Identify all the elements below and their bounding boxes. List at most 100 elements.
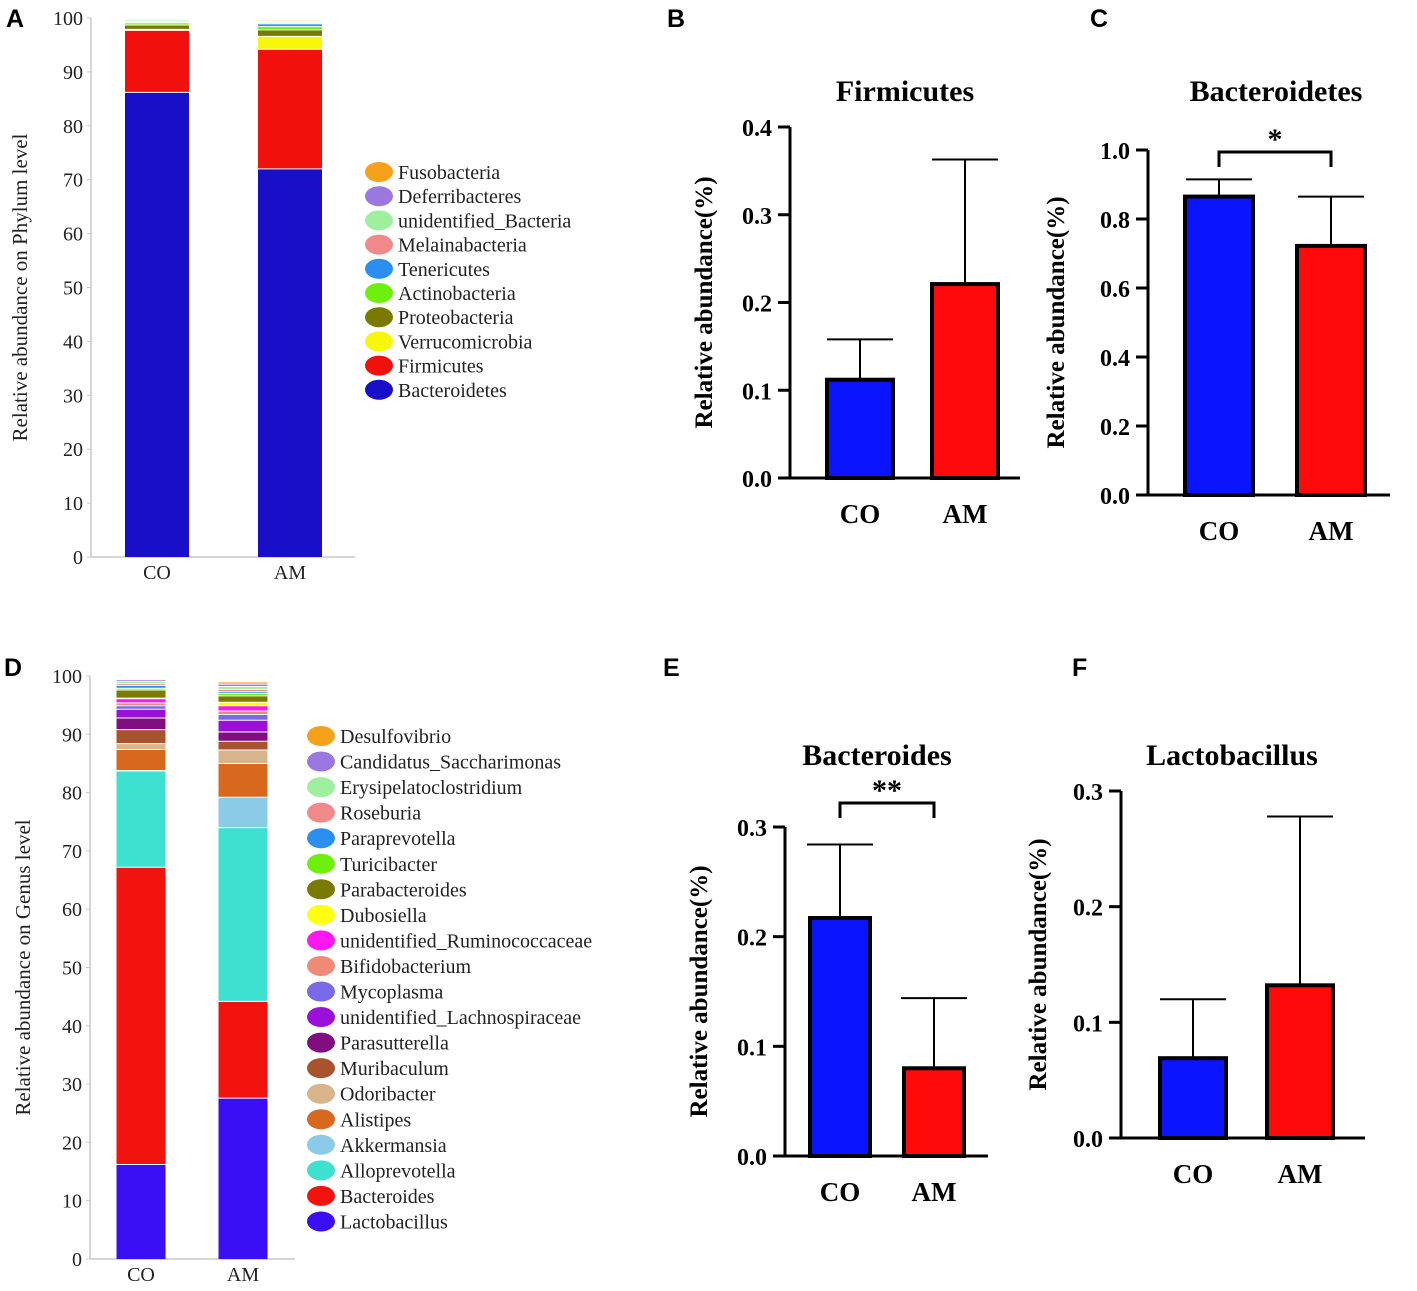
x-tick-label-am: AM xyxy=(227,1264,259,1286)
legend-label-erysipelatoclostridium: Erysipelatoclostridium xyxy=(340,777,523,799)
y-tick-label: 0.1 xyxy=(737,1035,767,1061)
bar-segment-co-parabacteroides xyxy=(116,689,166,699)
y-tick-label: 0.0 xyxy=(737,1145,767,1171)
legend-swatch-candidatus-saccharimonas xyxy=(307,751,335,772)
panel-letter-c: C xyxy=(1090,5,1108,33)
y-tick-label: 0.6 xyxy=(1100,277,1130,303)
bar-segment-am-bifidobacterium xyxy=(218,710,268,715)
y-tick-label: 0.3 xyxy=(742,204,772,230)
chart-title: Lactobacillus xyxy=(1146,739,1318,772)
y-tick-label: 20 xyxy=(63,439,83,461)
bar-segment-am-candidatus-saccharimonas xyxy=(218,684,268,687)
bar-segment-am-actinobacteria xyxy=(258,26,322,30)
bar-segment-am-unidentified-lachnospiraceae xyxy=(218,720,268,732)
bar-am xyxy=(1295,243,1367,497)
y-tick-label: 10 xyxy=(62,1191,82,1213)
panel-letter-f: F xyxy=(1072,654,1087,682)
significance-bracket xyxy=(838,801,936,818)
bar-am xyxy=(930,282,1000,481)
legend-label-tenericutes: Tenericutes xyxy=(398,259,490,281)
y-axis-title: Relative abundance on Phylum level xyxy=(8,133,32,441)
legend-label-fusobacteria: Fusobacteria xyxy=(398,162,500,184)
panel-D: D 0 10 20 30 40 50 60 70 80 90 100 Relative abundan… xyxy=(4,654,592,1286)
significance-label: ** xyxy=(872,774,902,807)
legend-swatch-alloprevotella xyxy=(307,1160,335,1181)
legend-label-candidatus-saccharimonas: Candidatus_Saccharimonas xyxy=(340,752,561,774)
legend-swatch-alistipes xyxy=(307,1109,335,1130)
bar-segment-co-bifidobacterium xyxy=(116,702,166,706)
panel-letter-d: D xyxy=(4,654,22,682)
legend-swatch-muribaculum xyxy=(307,1058,335,1079)
bar-segment-am-unidentified-ruminococcaceae xyxy=(218,705,268,711)
y-tick-label: 1.0 xyxy=(1100,139,1130,165)
bar-segment-am-tenericutes xyxy=(258,23,322,27)
y-tick-label: 10 xyxy=(63,493,83,515)
bar-segment-co-erysipelatoclostridium xyxy=(116,681,166,684)
x-tick-label-co: CO xyxy=(127,1264,155,1286)
y-tick-label: 0.4 xyxy=(1100,346,1130,372)
legend-label-verrucomicrobia: Verrucomicrobia xyxy=(398,331,533,353)
bar-segment-am-odoribacter xyxy=(218,750,268,764)
y-tick-label: 0.4 xyxy=(742,116,772,142)
legend-label-alloprevotella: Alloprevotella xyxy=(340,1160,456,1182)
y-tick-label: 100 xyxy=(52,666,82,688)
bar-segment-co-roseburia xyxy=(116,683,166,686)
legend-label-melainabacteria: Melainabacteria xyxy=(398,235,527,257)
legend-label-bifidobacterium: Bifidobacterium xyxy=(340,956,472,978)
y-tick-label: 100 xyxy=(53,8,83,30)
legend-swatch-turicibacter xyxy=(307,853,335,874)
significance-bracket xyxy=(1217,150,1333,167)
chart-title: Bacteroides xyxy=(802,739,951,772)
legend-swatch-actinobacteria xyxy=(365,283,393,303)
legend-swatch-paraprevotella xyxy=(307,828,335,849)
significance-label: * xyxy=(1268,123,1283,156)
y-tick-label: 0.2 xyxy=(1073,896,1103,922)
bar-co xyxy=(825,377,895,480)
legend-label-turicibacter: Turicibacter xyxy=(340,854,437,876)
legend-label-lactobacillus: Lactobacillus xyxy=(340,1211,448,1233)
x-tick-label-co: CO xyxy=(820,1177,861,1207)
bar-segment-co-actinobacteria xyxy=(125,22,189,26)
y-axis-title: Relative abundance(%) xyxy=(1025,838,1052,1090)
bar-segment-am-alistipes xyxy=(218,763,268,798)
y-tick-label: 40 xyxy=(62,1016,82,1038)
bar-segment-co-bacteroides xyxy=(116,867,166,1165)
panel-E: E Bacteroides 0.0 0.1 0.2 0.3 Relative abunda… xyxy=(663,654,988,1207)
bar-segment-am-mycoplasma xyxy=(218,714,268,721)
legend-label-parabacteroides: Parabacteroides xyxy=(340,879,467,901)
legend-label-bacteroides: Bacteroides xyxy=(340,1186,435,1208)
y-tick-label: 0 xyxy=(72,1249,82,1271)
bar-segment-am-erysipelatoclostridium xyxy=(218,686,268,690)
y-tick-label: 0.0 xyxy=(742,467,772,493)
panel-B: B Firmicutes 0.0 0.1 0.2 0.3 0.4 Relative abun… xyxy=(667,5,1020,529)
legend-label-muribaculum: Muribaculum xyxy=(340,1058,449,1080)
legend-label-akkermansia: Akkermansia xyxy=(340,1135,447,1157)
y-tick-label: 30 xyxy=(63,385,83,407)
bar-segment-am-proteobacteria xyxy=(258,29,322,37)
bar-segment-am-parabacteroides xyxy=(218,695,268,703)
y-tick-label: 0.1 xyxy=(742,379,772,405)
legend-swatch-bifidobacterium xyxy=(307,955,335,976)
bar-segment-co-unidentified-ruminococcaceae xyxy=(116,698,166,703)
legend-swatch-lactobacillus xyxy=(307,1211,335,1232)
legend-swatch-fusobacteria xyxy=(365,162,393,182)
legend-swatch-proteobacteria xyxy=(365,307,393,328)
panel-A: A 0 10 20 30 40 50 60 70 80 90 100 Relative abundan… xyxy=(6,5,571,584)
bar-segment-am-muribaculum xyxy=(218,741,268,751)
legend-swatch-melainabacteria xyxy=(365,234,393,255)
bar-am xyxy=(902,1066,966,1159)
y-tick-label: 90 xyxy=(62,724,82,746)
x-tick-label-am: AM xyxy=(274,562,306,584)
bar-segment-am-alloprevotella xyxy=(218,827,268,1002)
bar-segment-co-paraprevotella xyxy=(116,685,166,689)
y-tick-label: 80 xyxy=(63,116,83,138)
y-tick-label: 70 xyxy=(63,170,83,192)
bar-segment-co-lactobacillus xyxy=(116,1164,166,1259)
bar-segment-am-melainabacteria xyxy=(258,22,322,24)
legend-swatch-unidentified-ruminococcaceae xyxy=(307,930,335,951)
panel-C: C Bacteroidetes 0.0 0.2 0.4 0.6 0.8 1.0 Relativ… xyxy=(1043,5,1390,546)
y-tick-label: 40 xyxy=(63,331,83,353)
bar-co xyxy=(808,916,872,1158)
y-tick-label: 90 xyxy=(63,62,83,84)
